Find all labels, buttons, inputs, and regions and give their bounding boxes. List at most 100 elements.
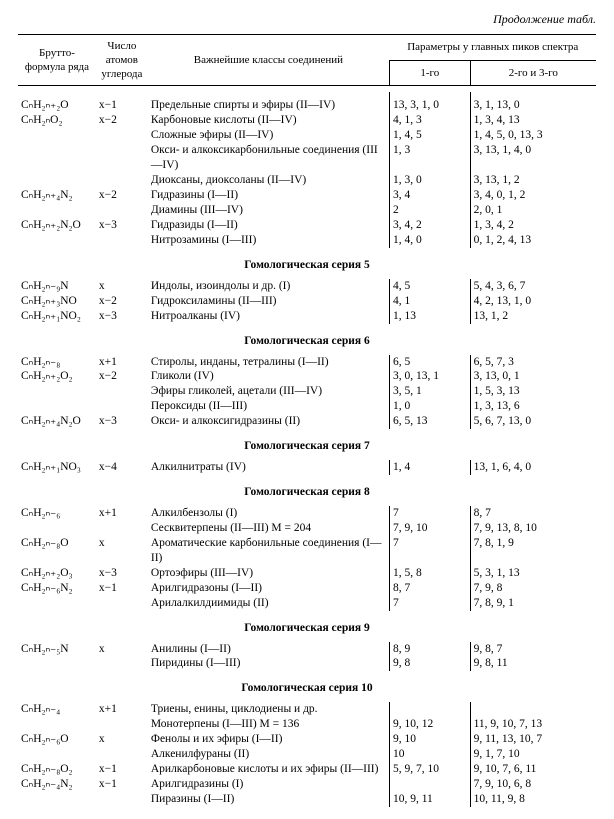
td-p1: 3, 5, 1 [389,384,470,399]
data-table: Брутто-формула ряда Число атомов углерод… [18,34,596,807]
td-atoms [96,233,148,248]
section-heading: Гомологическая серия 5 [18,248,596,279]
th-classes: Важнейшие классы соединений [148,34,390,86]
td-classes: Анилины (I—II) [148,642,390,657]
td-p1: 3, 0, 13, 1 [389,369,470,384]
td-formula [18,203,96,218]
td-formula: CₙH₂ₙ₊₄N₂ [18,188,96,203]
td-atoms [96,173,148,188]
td-p1: 7, 9, 10 [389,521,470,536]
td-p2: 7, 9, 13, 8, 10 [470,521,596,536]
td-p1: 5, 9, 7, 10 [389,762,470,777]
td-p2: 9, 8, 7 [470,642,596,657]
th-atoms: Число атомов углерода [96,34,148,86]
td-atoms: x−1 [96,777,148,792]
td-p2: 3, 4, 0, 1, 2 [470,188,596,203]
td-p1: 1, 0 [389,399,470,414]
table-row: CₙH₂ₙ₋₈O₂x−1Арилкарбоновые кислоты и их … [18,762,596,777]
td-classes: Карбоновые кислоты (II—IV) [148,113,390,128]
td-classes: Триены, енины, циклодиены и др. [148,702,390,717]
td-classes: Фенолы и их эфиры (I—II) [148,732,390,747]
td-atoms [96,747,148,762]
td-formula: CₙH₂ₙO₂ [18,113,96,128]
td-p1: 3, 4 [389,188,470,203]
section-heading: Гомологическая серия 7 [18,429,596,460]
table-row: CₙH₂ₙ₊₂O₃x−3Ортоэфиры (III—IV)1, 5, 85, … [18,566,596,581]
td-classes: Арилгидразины (I) [148,777,390,792]
table-row: Нитрозамины (I—III)1, 4, 00, 1, 2, 4, 13 [18,233,596,248]
td-p1: 9, 8 [389,656,470,671]
td-p2: 7, 9, 10, 6, 8 [470,777,596,792]
td-atoms: x−3 [96,218,148,233]
td-p1: 1, 3, 0 [389,173,470,188]
td-p2: 3, 1, 13, 0 [470,92,596,113]
td-p1: 3, 4, 2 [389,218,470,233]
td-p2: 3, 13, 0, 1 [470,369,596,384]
td-classes: Диоксаны, диоксоланы (II—IV) [148,173,390,188]
td-atoms: x [96,642,148,657]
td-atoms [96,792,148,807]
td-atoms: x−4 [96,460,148,475]
table-row: Окси- и алкоксикарбонильные соединения (… [18,143,596,173]
td-atoms: x−3 [96,309,148,324]
td-classes: Сесквитерпены (II—III) M = 204 [148,521,390,536]
table-row: CₙH₂ₙ₋₆x+1Алкилбензолы (I)78, 7 [18,506,596,521]
td-atoms: x [96,732,148,747]
td-atoms: x [96,536,148,566]
td-classes: Окси- и алкоксикарбонильные соединения (… [148,143,390,173]
td-classes: Гидразиды (I—II) [148,218,390,233]
td-atoms: x−1 [96,92,148,113]
table-row: Монотерпены (I—III) M = 1369, 10, 1211, … [18,717,596,732]
td-formula [18,521,96,536]
td-classes: Алкенилфураны (II) [148,747,390,762]
td-atoms [96,717,148,732]
td-p2: 8, 7 [470,506,596,521]
td-classes: Окси- и алкоксигидразины (II) [148,414,390,429]
td-formula [18,143,96,173]
td-classes: Алкилнитраты (IV) [148,460,390,475]
table-row: Сложные эфиры (II—IV)1, 4, 51, 4, 5, 0, … [18,128,596,143]
td-p2: 7, 8, 1, 9 [470,536,596,566]
td-p2: 7, 8, 9, 1 [470,596,596,611]
td-p2 [470,702,596,717]
td-p2: 13, 1, 6, 4, 0 [470,460,596,475]
td-p1: 7 [389,536,470,566]
td-formula [18,233,96,248]
td-classes: Гидразины (I—II) [148,188,390,203]
td-formula: CₙH₂ₙ₊₁NO₂ [18,309,96,324]
th-c2: 2-го и 3-го [470,60,596,86]
table-row: CₙH₂ₙ₋₈OxАроматические карбонильные соед… [18,536,596,566]
td-atoms [96,143,148,173]
td-p2: 5, 6, 7, 13, 0 [470,414,596,429]
td-formula: CₙH₂ₙ₊₂O [18,92,96,113]
td-atoms: x−1 [96,581,148,596]
td-atoms: x+1 [96,506,148,521]
table-row: CₙH₂ₙ₊₃NOx−2Гидроксиламины (II—III)4, 14… [18,294,596,309]
section-heading: Гомологическая серия 6 [18,324,596,355]
td-classes: Гликоли (IV) [148,369,390,384]
td-p2: 1, 5, 3, 13 [470,384,596,399]
td-classes: Арилкарбоновые кислоты и их эфиры (II—II… [148,762,390,777]
table-row: CₙH₂ₙ₊₂O₂x−2Гликоли (IV)3, 0, 13, 13, 13… [18,369,596,384]
td-p2: 2, 0, 1 [470,203,596,218]
td-p2: 1, 3, 4, 13 [470,113,596,128]
td-atoms: x [96,279,148,294]
table-row: CₙH₂ₙ₋₆N₂x−1Арилгидразоны (I—II)8, 77, 9… [18,581,596,596]
td-atoms: x−1 [96,762,148,777]
td-classes: Сложные эфиры (II—IV) [148,128,390,143]
td-formula: CₙH₂ₙ₊₄N₂O [18,414,96,429]
td-formula: CₙH₂ₙ₋₈O [18,536,96,566]
td-p2: 4, 2, 13, 1, 0 [470,294,596,309]
table-row: CₙH₂ₙ₋₉NxИндолы, изоиндолы и др. (I)4, 5… [18,279,596,294]
td-formula [18,173,96,188]
td-atoms [96,596,148,611]
td-p1: 6, 5 [389,355,470,370]
td-p1: 10 [389,747,470,762]
th-params: Параметры у главных пиков спектра [389,34,596,60]
td-formula: CₙH₂ₙ₊₁NO₃ [18,460,96,475]
td-formula: CₙH₂ₙ₋₅N [18,642,96,657]
td-classes: Гидроксиламины (II—III) [148,294,390,309]
table-row: Арилалкилдиимиды (II)77, 8, 9, 1 [18,596,596,611]
table-row: Эфиры гликолей, ацетали (III—IV)3, 5, 11… [18,384,596,399]
table-row: CₙH₂ₙ₊₁NO₂x−3Нитроалканы (IV)1, 1313, 1,… [18,309,596,324]
